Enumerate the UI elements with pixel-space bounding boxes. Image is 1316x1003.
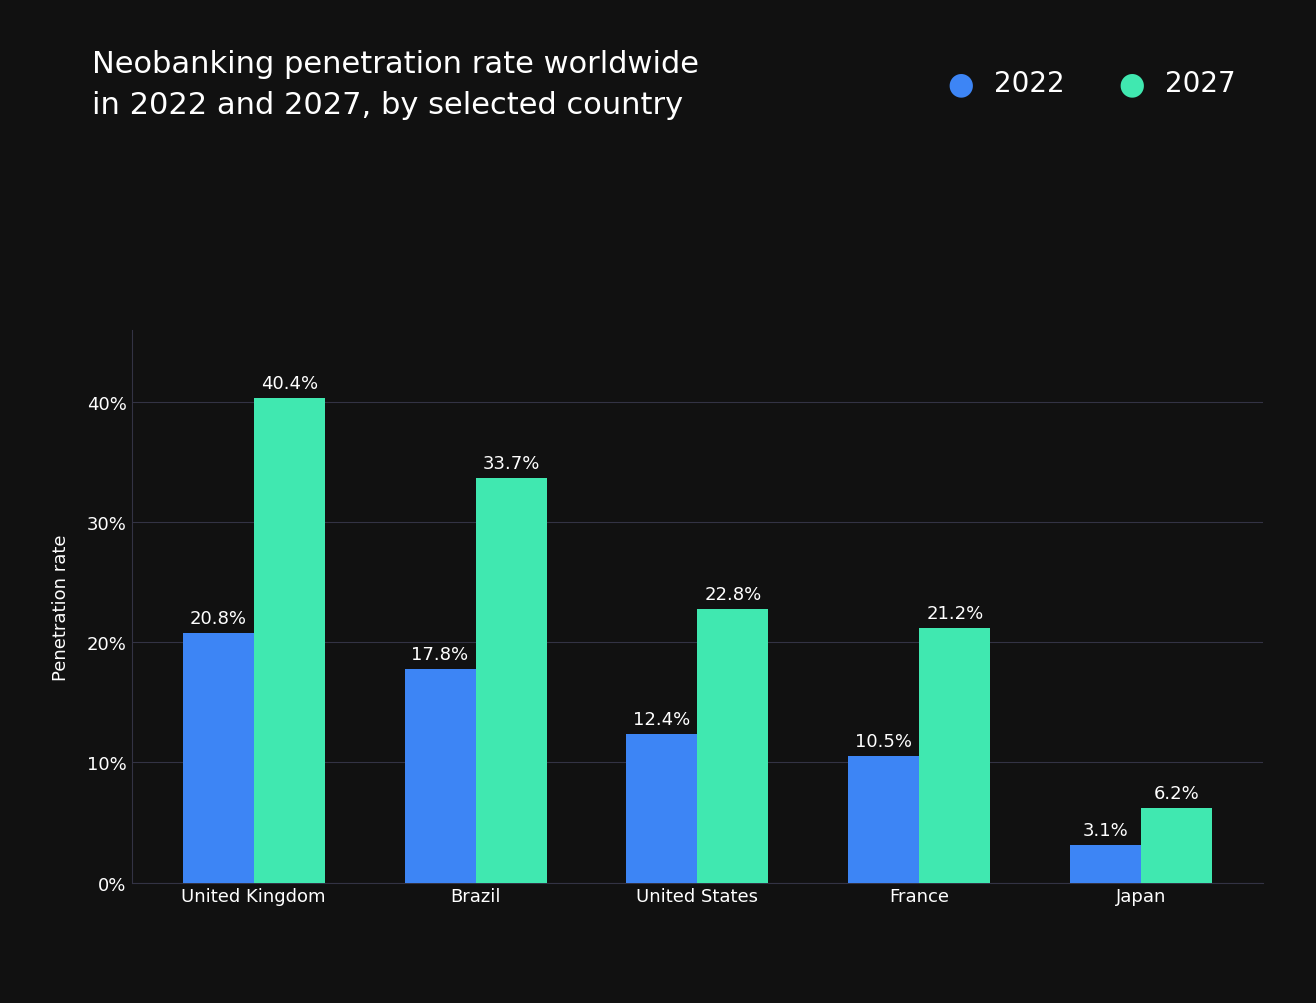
Bar: [697, 609, 769, 883]
Y-axis label: Penetration rate: Penetration rate: [53, 534, 70, 680]
Text: ●: ●: [1119, 70, 1145, 99]
Bar: [626, 734, 697, 883]
Text: 2022: 2022: [994, 70, 1065, 98]
Bar: [1141, 808, 1212, 883]
Text: 10.5%: 10.5%: [855, 733, 912, 750]
Text: 33.7%: 33.7%: [483, 454, 540, 472]
Bar: [475, 478, 546, 883]
Text: 3.1%: 3.1%: [1083, 821, 1129, 840]
Bar: [1070, 846, 1141, 883]
Bar: [254, 398, 325, 883]
Text: 20.8%: 20.8%: [190, 609, 246, 627]
Bar: [849, 756, 920, 883]
Text: 17.8%: 17.8%: [412, 645, 468, 663]
Bar: [920, 629, 991, 883]
Text: 21.2%: 21.2%: [926, 605, 983, 623]
Text: ●: ●: [948, 70, 974, 99]
Text: Neobanking penetration rate worldwide
in 2022 and 2027, by selected country: Neobanking penetration rate worldwide in…: [92, 50, 699, 119]
Bar: [404, 669, 475, 883]
Text: 22.8%: 22.8%: [704, 585, 762, 603]
Text: 2027: 2027: [1165, 70, 1236, 98]
Text: 12.4%: 12.4%: [633, 710, 691, 728]
Bar: [183, 633, 254, 883]
Text: 6.2%: 6.2%: [1154, 784, 1200, 802]
Text: 40.4%: 40.4%: [261, 374, 317, 392]
